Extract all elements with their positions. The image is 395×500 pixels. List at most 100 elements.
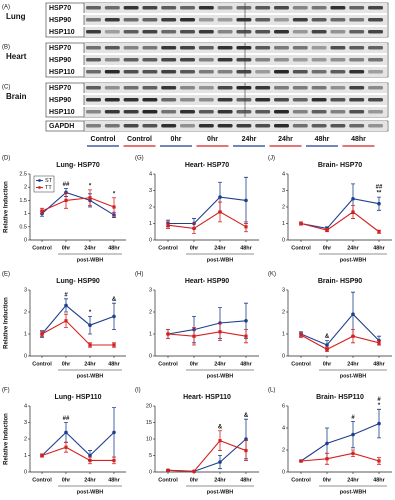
x-tick-label: 48hr: [240, 245, 252, 251]
blot-band: [236, 46, 252, 50]
data-point: [64, 445, 68, 449]
y-tick-label: 2: [149, 309, 152, 315]
chart-title: Lung- HSP90: [56, 278, 100, 285]
protein-label: HSP110: [49, 69, 75, 76]
blot-band: [292, 86, 308, 90]
blot-band: [86, 98, 101, 102]
protein-label: GAPDH: [49, 123, 74, 130]
data-point: [112, 430, 116, 435]
blot-band: [123, 70, 139, 74]
blot-band: [198, 58, 214, 62]
blot-band: [274, 6, 289, 10]
data-point: [351, 312, 355, 317]
y-tick-label: 20: [146, 403, 152, 409]
legend-marker: [38, 179, 41, 182]
data-point: [88, 458, 92, 463]
legend-marker: [38, 186, 41, 189]
series-line: [300, 313, 380, 346]
blot-band: [123, 6, 139, 10]
series-line: [41, 320, 114, 346]
blot-band: [104, 46, 120, 50]
x-axis-label: post-WBH: [340, 257, 367, 263]
blot-band: [236, 58, 252, 62]
x-tick-label: 24hr: [214, 245, 226, 251]
x-tick-label: Control: [291, 245, 311, 251]
x-tick-label: 48hr: [373, 361, 385, 367]
blot-band: [123, 30, 139, 34]
y-tick-label: 3: [282, 188, 285, 194]
significance-mark: &: [112, 297, 117, 303]
y-tick-label: 1: [149, 331, 152, 337]
blot-band: [236, 70, 252, 74]
blot-band: [142, 18, 158, 22]
blot-band: [142, 98, 158, 102]
blot-band: [180, 86, 195, 90]
blot-band: [292, 30, 308, 34]
blot-band: [104, 86, 120, 90]
y-tick-label: 0: [282, 237, 285, 243]
panel-letter: (H): [135, 272, 143, 278]
x-tick-label: Control: [158, 361, 178, 367]
data-point: [64, 198, 68, 202]
x-tick-label: Control: [291, 361, 311, 367]
blot-band: [161, 6, 177, 10]
y-tick-label: 1: [24, 331, 27, 337]
significance-mark: *: [113, 191, 116, 197]
y-tick-label: 0: [282, 469, 285, 475]
organ-label: Brain: [6, 92, 27, 101]
blot-band: [86, 6, 101, 10]
blot-band: [368, 46, 383, 50]
blot-band: [274, 58, 289, 62]
blot-band: [123, 86, 139, 90]
x-tick-label: Control: [158, 245, 178, 251]
y-tick-label: 1: [24, 453, 27, 459]
blot-band: [311, 98, 327, 102]
y-tick-label: 0: [149, 353, 152, 359]
significance-mark: #: [64, 292, 68, 298]
blot-band: [236, 124, 252, 128]
data-point: [166, 332, 170, 336]
x-tick-label: 0hr: [323, 361, 332, 367]
blot-band: [311, 124, 327, 128]
data-point: [192, 226, 196, 231]
y-tick-label: 10: [146, 436, 152, 442]
blot-band: [180, 124, 195, 128]
blot-band: [349, 110, 365, 114]
data-point: [112, 205, 116, 209]
data-point: [351, 210, 355, 214]
series-line: [167, 320, 247, 335]
blot-band: [161, 86, 177, 90]
blot-band: [198, 124, 214, 128]
blot-band: [180, 46, 195, 50]
blot-band: [161, 124, 177, 128]
blot-band: [180, 110, 195, 114]
x-axis-label: post-WBH: [340, 489, 367, 495]
blot-band: [123, 46, 139, 50]
blot-band: [274, 30, 289, 34]
significance-mark: *: [378, 403, 381, 409]
x-tick-label: 24hr: [84, 361, 96, 367]
x-axis-label: post-WBH: [207, 489, 234, 495]
blot-band: [311, 46, 327, 50]
blot-band: [292, 6, 308, 10]
blot-band: [236, 86, 252, 90]
blot-band: [292, 18, 308, 22]
data-point: [244, 198, 248, 203]
blot-band: [311, 86, 327, 90]
x-tick-label: 48hr: [240, 477, 252, 483]
data-point: [112, 314, 116, 319]
blot-band: [330, 98, 346, 102]
blot-band: [236, 110, 252, 114]
panel-letter: (I): [135, 388, 141, 394]
blot-band: [217, 86, 233, 90]
y-tick-label: 2: [24, 436, 27, 442]
data-point: [88, 343, 92, 347]
blot-band: [180, 18, 195, 22]
y-axis-label: Relative Induction: [4, 297, 10, 349]
y-tick-label: 0: [282, 353, 285, 359]
blot-band: [349, 70, 365, 74]
y-tick-label: 4: [282, 425, 285, 431]
blot-band: [104, 18, 120, 22]
blot-band: [274, 110, 289, 114]
x-tick-label: Control: [32, 477, 52, 483]
